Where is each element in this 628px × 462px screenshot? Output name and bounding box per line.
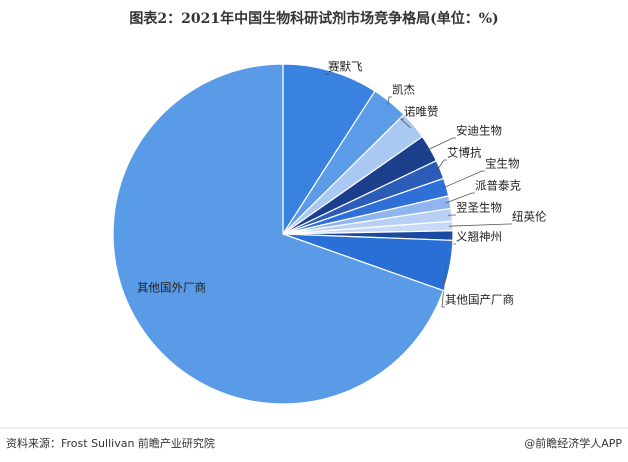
- credit: @前瞻经济学人APP: [524, 436, 622, 450]
- slice-label: 其他国产厂商: [445, 293, 514, 307]
- slice-label: 安迪生物: [456, 124, 502, 138]
- chart-title: 图表2：2021年中国生物科研试剂市场竞争格局(单位：%): [129, 10, 498, 27]
- slice-label: 义翘神州: [456, 230, 502, 244]
- slice-label: 翌圣生物: [456, 201, 502, 215]
- slice-label: 纽英伦: [512, 210, 547, 224]
- leader-line: [324, 73, 330, 76]
- slice-label: 赛默飞: [328, 60, 363, 74]
- leader-line: [441, 265, 447, 308]
- slice-label: 派普泰克: [475, 179, 521, 193]
- slice-label: 诺唯赞: [404, 105, 439, 119]
- leader-line: [426, 137, 456, 151]
- pie-slice: [282, 63, 376, 237]
- leader-line: [448, 223, 512, 227]
- leader-line: [399, 118, 411, 129]
- leader-line: [445, 192, 475, 204]
- pie-slice: [112, 63, 445, 405]
- source-note: 资料来源：Frost Sullivan 前瞻产业研究院: [6, 436, 215, 450]
- leader-line: [387, 96, 392, 106]
- slice-label: 艾博抗: [447, 146, 482, 160]
- slice-label: 宝生物: [485, 157, 520, 171]
- leader-line: [436, 159, 447, 172]
- leader-line: [442, 170, 485, 189]
- slice-label: 凯杰: [392, 83, 415, 97]
- slice-label: 其他国外厂商: [137, 281, 206, 295]
